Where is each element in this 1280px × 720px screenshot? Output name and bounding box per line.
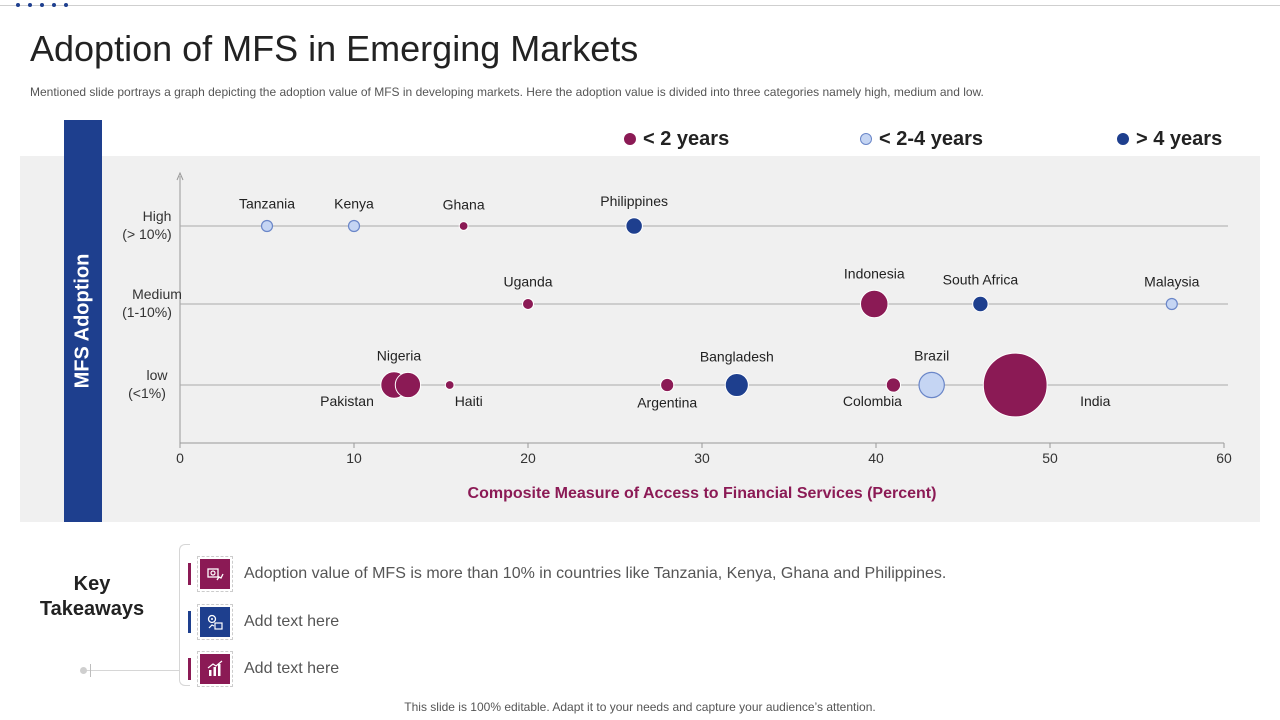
data-point (918, 371, 945, 399)
slide-footer: This slide is 100% editable. Adapt it to… (404, 700, 876, 714)
x-tick-label: 20 (520, 450, 536, 466)
x-tick-label: 10 (346, 450, 362, 466)
gear-chart-icon (197, 604, 233, 640)
takeaway-accent-bar (188, 563, 191, 585)
data-point-label: Haiti (455, 393, 483, 409)
category-label: (1-10%) (122, 304, 172, 320)
legend-marker (1117, 133, 1129, 145)
data-point-label: Malaysia (1144, 274, 1199, 290)
data-point-label: India (1080, 393, 1111, 409)
x-tick-label: 60 (1216, 450, 1232, 466)
chart-panel (20, 156, 1260, 522)
data-point (260, 219, 274, 233)
data-point (1165, 297, 1178, 311)
top-dots-decoration (16, 3, 68, 7)
data-point-label: Bangladesh (700, 348, 774, 364)
data-point-label: Ghana (443, 197, 485, 213)
takeaways-bracket (179, 544, 190, 686)
x-axis-title: Composite Measure of Access to Financial… (468, 485, 937, 502)
data-point (860, 289, 889, 319)
takeaway-text: Add text here (244, 660, 340, 677)
takeaway-text: Add text here (244, 613, 340, 630)
x-tick-label: 40 (868, 450, 884, 466)
data-point-label: South Africa (943, 271, 1019, 287)
money-chart-icon (197, 556, 233, 592)
x-tick-label: 30 (694, 450, 710, 466)
data-point-label: Uganda (503, 274, 552, 290)
category-label: low (146, 367, 168, 383)
legend-marker (624, 133, 636, 145)
bubble-chart: 0 10 20 30 40 50 60 High (> 10%) Medium (1-10%) low… (122, 128, 1232, 502)
takeaway-accent-bar (188, 611, 191, 633)
takeaway-text: Adoption value of MFS is more than 10% i… (244, 565, 947, 582)
takeaway-accent-bar (188, 658, 191, 680)
data-point-label: Argentina (637, 395, 697, 411)
key-takeaways-title: Key Takeaways (39, 573, 145, 620)
data-point-label: Nigeria (377, 347, 422, 363)
data-point-label: Pakistan (320, 393, 374, 409)
x-tick-label: 0 (176, 450, 184, 466)
legend-label: < 2 years (643, 128, 729, 150)
data-point (885, 377, 902, 393)
data-point (458, 221, 469, 231)
data-point (660, 377, 675, 393)
data-point-label: Brazil (914, 347, 949, 363)
data-point (444, 380, 455, 390)
legend-label: < 2-4 years (879, 128, 983, 150)
bar-chart-icon (197, 651, 233, 687)
takeaways-connector (84, 670, 180, 671)
takeaway-item: Adoption value of MFS is more than 10% i… (188, 556, 946, 592)
category-label: Medium (132, 286, 182, 302)
data-point (394, 371, 422, 399)
data-point-label: Colombia (843, 393, 902, 409)
data-point (724, 372, 749, 398)
takeaways-connector-tick (90, 664, 91, 677)
takeaway-item: Add text here (188, 651, 339, 687)
data-point (982, 352, 1048, 418)
data-point (347, 219, 361, 233)
legend-marker (860, 133, 872, 145)
top-rule (0, 5, 1280, 6)
data-point-label: Tanzania (239, 196, 295, 212)
y-axis-arrow (176, 171, 184, 181)
slide-title: Adoption of MFS in Emerging Markets (30, 28, 639, 69)
data-point-label: Philippines (600, 193, 668, 209)
y-axis-band (64, 120, 102, 522)
x-tick-label: 50 (1042, 450, 1058, 466)
takeaways-connector-dot (80, 667, 87, 674)
category-label: (<1%) (128, 385, 166, 401)
data-point (972, 295, 989, 313)
data-point (522, 298, 534, 310)
data-point-label: Kenya (334, 196, 374, 212)
takeaway-item: Add text here (188, 604, 339, 640)
data-point (625, 217, 643, 235)
data-point-label: Indonesia (844, 265, 905, 281)
slide-subtitle: Mentioned slide portrays a graph depicti… (30, 85, 984, 99)
legend-label: > 4 years (1136, 128, 1222, 150)
category-label: (> 10%) (122, 226, 171, 242)
category-label: High (143, 208, 172, 224)
